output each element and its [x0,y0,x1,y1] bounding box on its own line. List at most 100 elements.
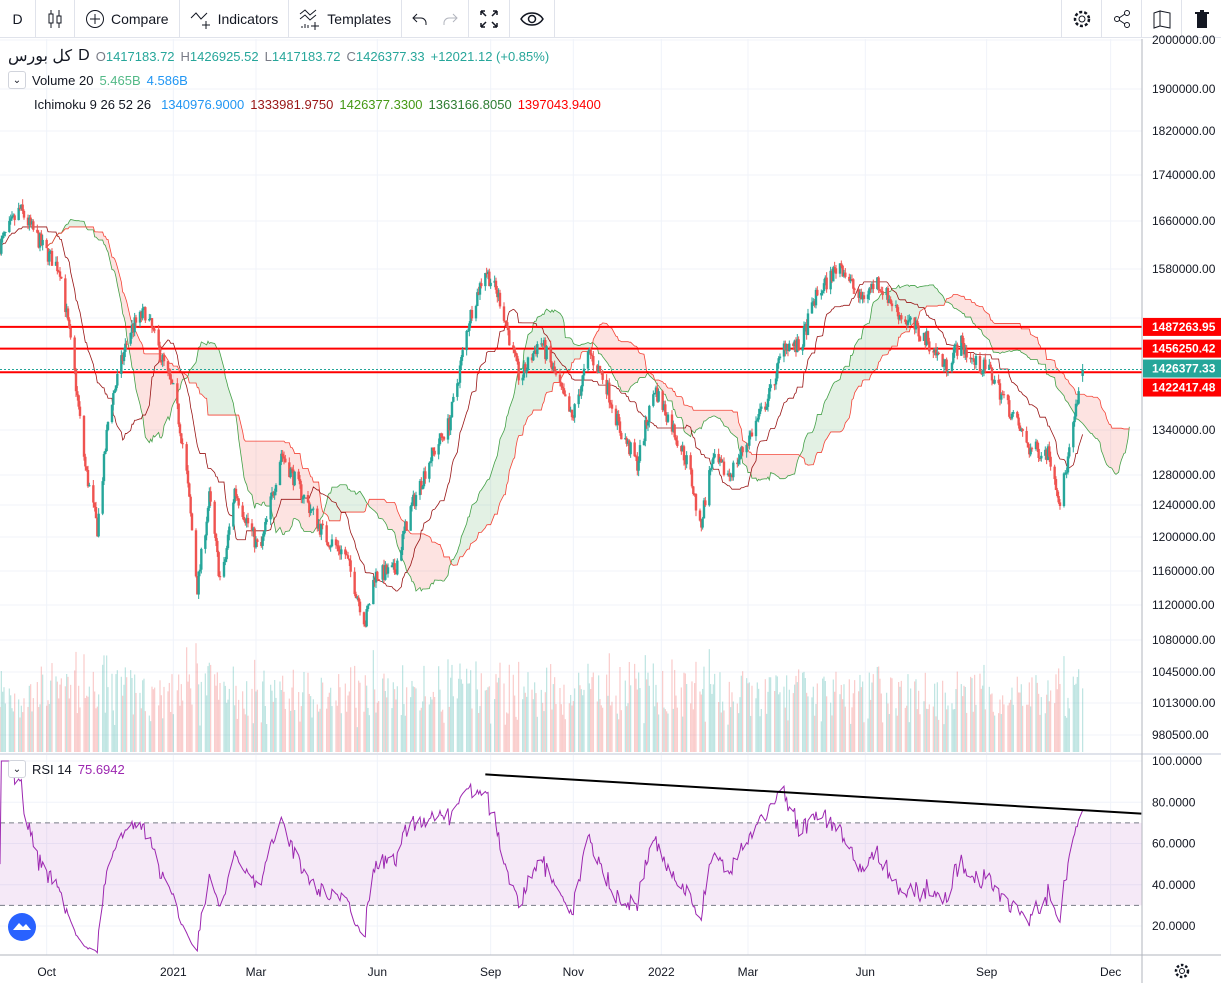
axis-settings-button[interactable] [1173,962,1191,985]
interval-button[interactable]: D [0,0,36,38]
candle [169,368,172,385]
candle-body [336,545,339,547]
candle-body [450,401,454,418]
candle-body [661,391,664,410]
redo-icon[interactable] [442,12,458,26]
rsi-indicator-name[interactable]: RSI 14 [32,761,72,777]
candle-body [449,417,452,431]
volume-bar [235,685,237,752]
candle [112,390,115,411]
symbol-name[interactable]: کل بورس [8,48,73,65]
candle [149,314,152,321]
settings-button[interactable] [1061,0,1101,38]
candle [533,345,536,354]
candle-body [1020,429,1023,431]
candle [161,353,164,367]
candle [862,291,866,303]
chevron-down-icon: ⌄ [12,763,22,775]
candle-body [1058,502,1062,506]
candle-body [945,359,948,372]
candle-body [17,207,20,221]
candle-body [542,340,546,346]
candle [880,286,883,293]
candle-body [729,474,732,477]
candle-body [896,305,899,313]
fullscreen-button[interactable] [469,0,511,38]
volume-indicator-name[interactable]: Volume 20 [32,72,94,88]
candle-body [420,480,423,490]
candle [48,248,51,266]
candle-body [13,215,16,221]
candle-body [825,277,828,290]
compare-button[interactable]: Compare [75,0,180,38]
candle-body [628,440,631,455]
candle-body [312,508,315,510]
candle-body [1081,369,1084,376]
chart-type-button[interactable] [36,0,75,38]
candle [969,352,972,363]
volume-bar [624,680,626,752]
ichimoku-indicator-name[interactable]: Ichimoku 9 26 52 26 [34,96,152,112]
candle-body [796,339,799,353]
candle [945,357,948,377]
volume-bar [347,695,349,752]
visibility-button[interactable] [510,0,556,38]
candle [549,340,552,368]
candle [288,457,291,478]
volume-bar [982,685,984,752]
volume-bar [490,723,492,752]
indicators-button[interactable]: Indicators [180,0,290,38]
delete-button[interactable] [1181,0,1221,38]
candle-body [66,308,70,320]
candle-body [161,355,164,362]
volume-bar [638,672,640,752]
candle [894,300,898,309]
candle-body [806,313,810,335]
candle [937,351,940,355]
candle [12,213,15,218]
volume-bar [663,707,665,752]
time-axis-label: 2021 [160,965,187,979]
ideas-button[interactable] [1141,0,1181,38]
volume-bar [1076,676,1078,752]
templates-button[interactable]: Templates [289,0,403,38]
candle-body [1002,394,1006,396]
candle-body [242,516,246,521]
candle [941,353,944,368]
volume-bar [260,722,262,752]
candle-body [1010,413,1014,419]
candle-body [320,523,323,535]
volume-bar [322,682,324,752]
candle [418,479,422,500]
volume-bar [195,643,197,752]
candle-body [718,458,722,463]
share-button[interactable] [1101,0,1141,38]
candle-body [862,295,866,299]
candle-body [437,444,440,455]
candle-body [514,352,518,356]
volume-bar [243,708,245,752]
collapse-legend-button[interactable]: ⌄ [8,71,26,89]
volume-bar [78,685,80,752]
collapse-rsi-button[interactable]: ⌄ [8,760,26,778]
candle-body [1053,466,1056,480]
volume-bar [168,682,170,752]
candle-body [308,502,311,514]
candle [757,408,760,423]
volume-bar [263,670,265,752]
candle [746,442,750,449]
volume-bar [1063,656,1065,752]
candle [442,436,446,442]
candle-body [152,327,155,330]
volume-bar [3,687,5,752]
volume-bar [619,667,621,752]
volume-bar [484,690,486,752]
undo-icon[interactable] [412,12,428,26]
tradingview-logo[interactable] [8,913,36,941]
candle [1006,394,1010,405]
candle [348,558,351,567]
candle [841,264,844,277]
time-axis-label: Jun [856,965,875,979]
candle [600,371,603,375]
